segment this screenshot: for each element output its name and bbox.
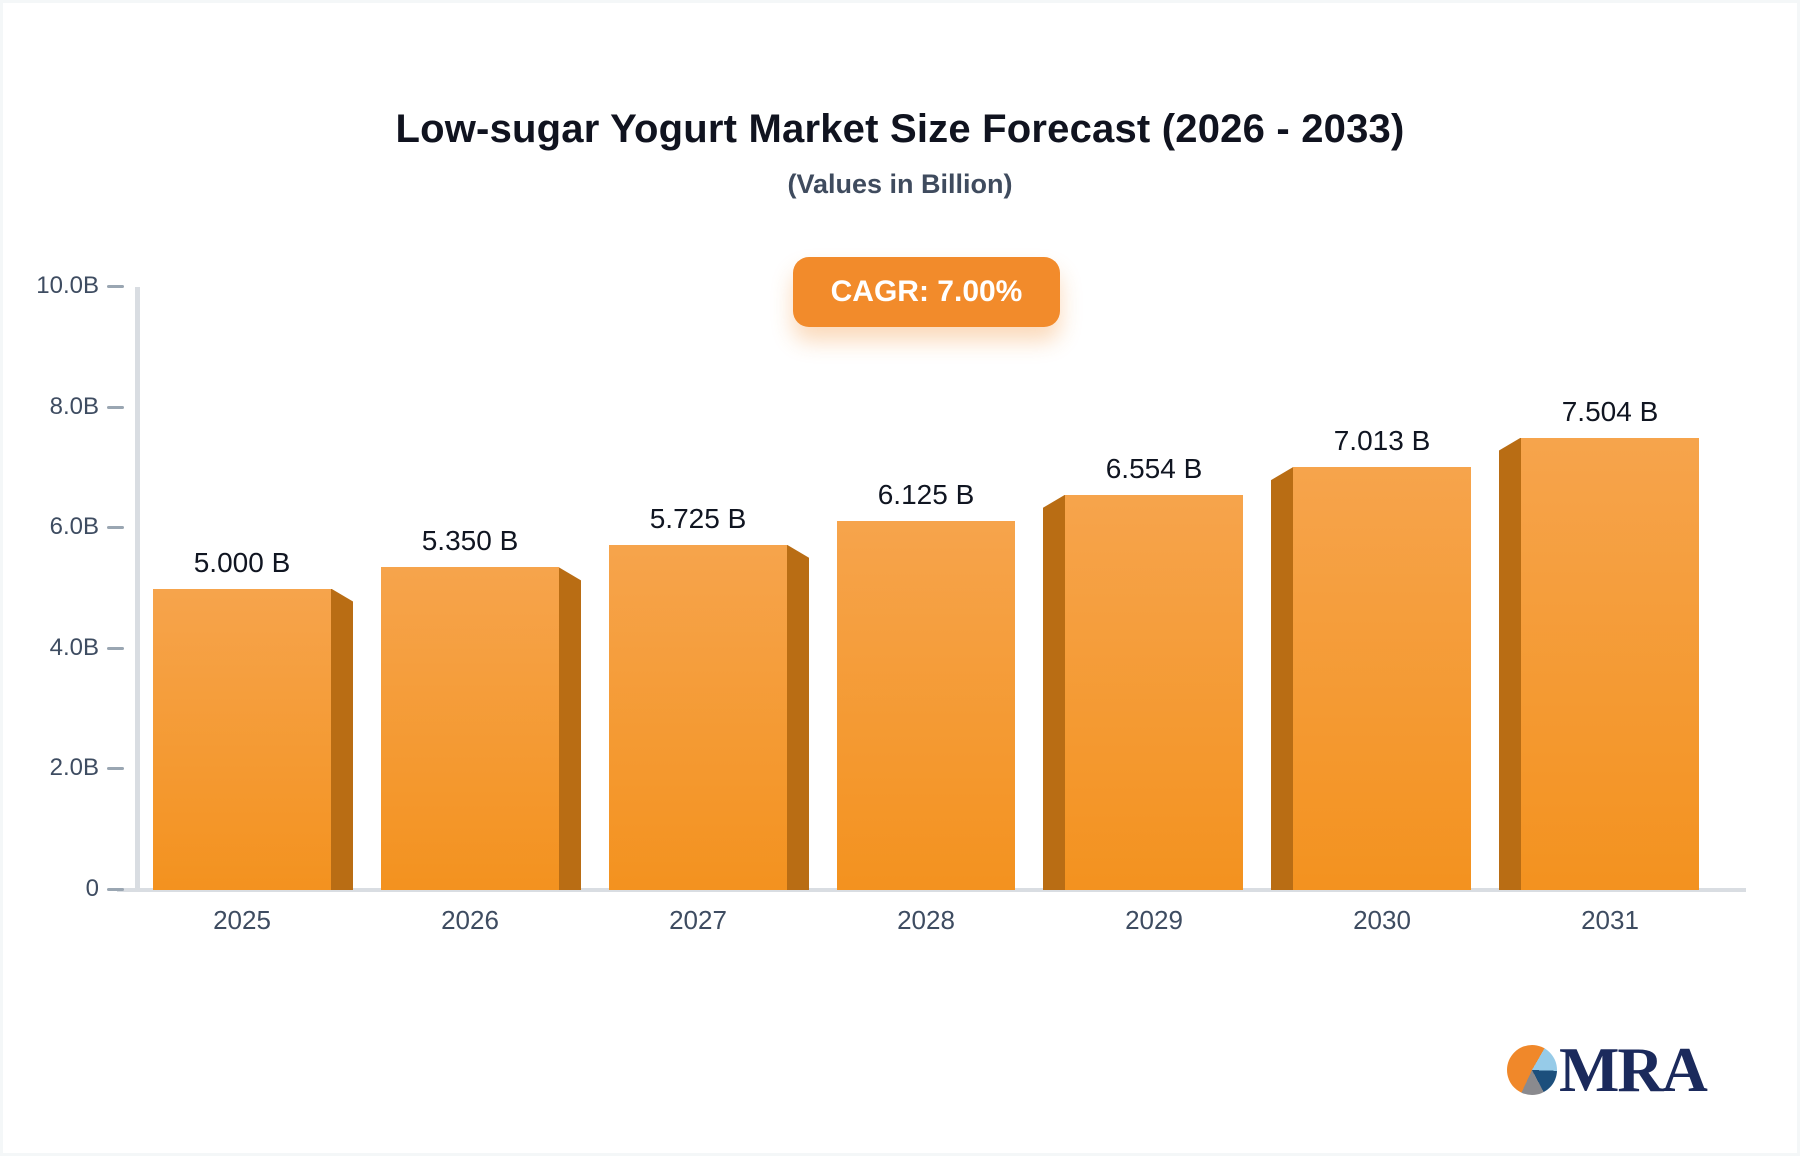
y-tick-mark bbox=[107, 405, 124, 409]
bar-side-face bbox=[1271, 467, 1293, 890]
bar-side-face bbox=[331, 588, 353, 890]
bar-side-face bbox=[559, 567, 581, 890]
cagr-badge-label: CAGR: 7.00% bbox=[830, 275, 1023, 308]
y-tick-label: 6.0B bbox=[49, 513, 99, 541]
bar bbox=[1521, 437, 1699, 890]
y-tick-mark bbox=[107, 285, 124, 288]
y-tick-label: 10.0B bbox=[36, 272, 99, 299]
y-tick-mark bbox=[107, 646, 124, 650]
bar-value-label: 5.725 B bbox=[649, 502, 747, 534]
bar-value-label: 7.504 B bbox=[1561, 395, 1659, 427]
bar-side-face bbox=[1043, 494, 1065, 890]
x-axis-label: 2026 bbox=[441, 905, 499, 935]
brand-logo: MRA bbox=[1507, 1034, 1708, 1105]
chart-title: Low-sugar Yogurt Market Size Forecast (2… bbox=[395, 107, 1405, 151]
bar bbox=[1065, 494, 1243, 890]
bar-side-face bbox=[787, 544, 809, 890]
chart-subtitle: (Values in Billion) bbox=[787, 169, 1013, 199]
x-axis-label: 2029 bbox=[1125, 905, 1183, 935]
bar-value-label: 6.554 B bbox=[1105, 452, 1203, 484]
bar-value-label: 5.350 B bbox=[421, 525, 519, 557]
x-axis-label: 2031 bbox=[1581, 905, 1639, 935]
bar-value-label: 5.000 B bbox=[193, 546, 291, 578]
x-axis-label: 2030 bbox=[1353, 905, 1411, 935]
bar bbox=[837, 520, 1015, 890]
bar bbox=[153, 588, 331, 890]
x-axis-label: 2025 bbox=[213, 905, 271, 935]
y-tick-label: 4.0B bbox=[49, 633, 99, 661]
x-axis-label: 2028 bbox=[897, 905, 955, 935]
y-tick-mark bbox=[107, 526, 124, 530]
bar bbox=[1293, 467, 1471, 890]
y-tick-mark bbox=[107, 888, 124, 891]
y-tick-label: 0 bbox=[85, 875, 99, 902]
y-tick-label: 2.0B bbox=[49, 754, 99, 782]
x-axis-label: 2027 bbox=[669, 905, 727, 935]
cagr-badge: CAGR: 7.00% bbox=[793, 257, 1060, 327]
y-tick-label: 8.0B bbox=[49, 392, 99, 420]
bar-side-face bbox=[1499, 437, 1521, 890]
brand-logo-text: MRA bbox=[1559, 1034, 1708, 1105]
x-axis-line bbox=[117, 888, 1746, 892]
bar-value-label: 7.013 B bbox=[1333, 425, 1431, 457]
y-axis-line bbox=[135, 287, 140, 890]
bar-value-label: 6.125 B bbox=[877, 478, 975, 510]
bar bbox=[609, 544, 787, 890]
y-tick-mark bbox=[107, 767, 124, 771]
bar bbox=[381, 567, 559, 890]
pie-chart-logo-icon bbox=[1507, 1045, 1557, 1095]
